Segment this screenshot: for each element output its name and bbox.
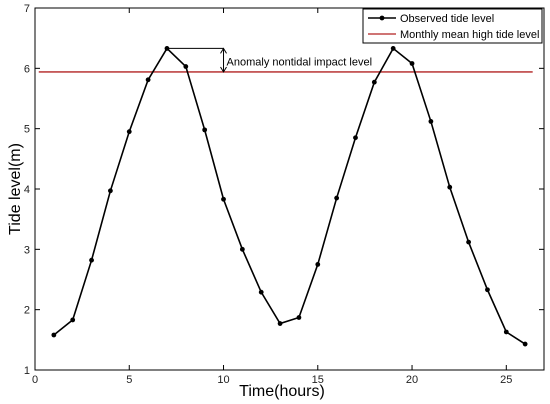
observed-tide-point: [334, 195, 340, 201]
observed-tide-point: [202, 127, 208, 133]
observed-tide-point: [70, 317, 76, 323]
y-tick-label: 4: [24, 184, 30, 196]
observed-tide-point: [485, 287, 490, 293]
observed-tide-point: [145, 77, 151, 83]
y-tick-label: 7: [24, 3, 30, 15]
x-tick-label: 20: [406, 374, 418, 386]
observed-tide-point: [371, 79, 377, 85]
y-tick-label: 1: [24, 365, 30, 377]
annotation-arrow-head-down: [220, 66, 227, 73]
observed-tide-point: [277, 321, 283, 326]
observed-tide-point: [466, 239, 471, 245]
series-observed-tide-line: [53, 47, 526, 345]
observed-tide-point: [353, 135, 358, 141]
y-axis-label: Tide level(m): [7, 143, 24, 235]
observed-tide-point: [221, 196, 226, 202]
observed-tide-point: [428, 119, 434, 124]
annotation-arrow-head-up: [220, 47, 227, 54]
plot-area: 0 5 10 15 20 25 1 2 3 4 5 6 7 Anomaly nontidal impact…: [24, 3, 545, 386]
observed-tide-point: [296, 315, 302, 320]
y-tick-label: 6: [24, 63, 30, 75]
observed-tide-point: [447, 184, 453, 190]
observed-tide-point: [522, 341, 528, 347]
y-tick-label: 5: [24, 124, 30, 136]
x-tick-label: 10: [217, 374, 229, 386]
legend-label-monthly-mean: Monthly mean high tide level: [400, 29, 539, 41]
observed-tide-point: [183, 64, 189, 69]
observed-tide-point: [409, 61, 415, 66]
x-tick-label: 15: [312, 374, 324, 386]
legend-label-observed: Observed tide level: [400, 13, 494, 25]
observed-tide-point: [390, 46, 396, 51]
observed-tide-point: [126, 129, 132, 135]
y-tick-label: 3: [24, 244, 30, 256]
observed-tide-point: [315, 262, 321, 267]
x-tick-label: 0: [32, 374, 38, 386]
legend-marker-observed: [379, 15, 385, 21]
y-tick-label: 2: [24, 305, 30, 317]
observed-tide-point: [239, 246, 245, 252]
x-tick-label: 5: [126, 374, 132, 386]
x-axis-label: Time(hours): [239, 383, 325, 400]
observed-tide-point: [108, 188, 113, 194]
observed-tide-point: [51, 332, 57, 338]
observed-tide-point: [258, 289, 264, 295]
x-tick-label: 25: [500, 374, 512, 386]
legend-box: [362, 8, 543, 44]
observed-tide-point: [89, 257, 94, 263]
observed-tide-point: [503, 329, 509, 335]
annotation-label: Anomaly nontidal impact level: [227, 57, 373, 69]
